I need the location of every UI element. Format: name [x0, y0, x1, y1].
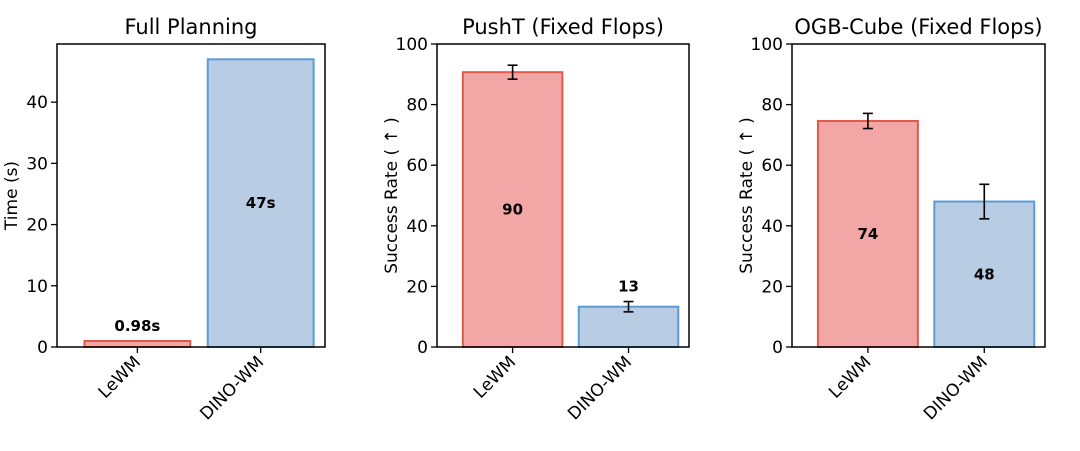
chart-panel-2: PushT (Fixed Flops) 90 LeWM 13 DINO-WM 0 20 40 6…	[382, 15, 690, 424]
y-tick-label: 0	[37, 338, 48, 358]
x-tick-label: DINO-WM	[564, 352, 636, 424]
y-tick-label: 100	[751, 35, 783, 55]
y-tick-label: 80	[761, 96, 783, 116]
axes-frame	[436, 43, 690, 348]
y-axis-label: Success Rate ( ↑ )	[737, 117, 757, 274]
chart-panel-3: OGB-Cube (Fixed Flops) 74 LeWM 48 DINO-WM 0 20…	[737, 15, 1046, 424]
x-tick-label: LeWM	[470, 352, 520, 402]
y-tick-label: 100	[396, 35, 428, 55]
y-tick-label: 10	[26, 277, 48, 297]
data-label: 0.98s	[114, 317, 160, 335]
y-tick-label: 0	[417, 338, 428, 358]
bar-lewm	[83, 340, 192, 349]
data-label: 74	[857, 225, 878, 243]
chart-title: PushT (Fixed Flops)	[462, 15, 664, 39]
axes-frame	[791, 43, 1046, 348]
y-tick-label: 30	[26, 154, 48, 174]
y-axis-label: Time (s)	[2, 161, 22, 231]
x-tick-label: DINO-WM	[196, 352, 268, 424]
y-tick-label: 40	[26, 93, 48, 113]
axes-frame	[56, 43, 326, 348]
y-tick-label: 60	[406, 156, 428, 176]
data-label: 48	[974, 265, 995, 283]
y-tick-label: 20	[406, 277, 428, 297]
chart-panel-1: Full Planning 0.98s LeWM 47s DINO-WM 0 10 20 30 4…	[2, 15, 326, 424]
y-tick-label: 60	[761, 156, 783, 176]
x-tick-label: LeWM	[825, 352, 875, 402]
chart-title: Full Planning	[124, 15, 257, 39]
y-axis-label: Success Rate ( ↑ )	[382, 117, 402, 274]
y-tick-label: 40	[406, 217, 428, 237]
chart-title: OGB-Cube (Fixed Flops)	[794, 15, 1042, 39]
x-tick-label: DINO-WM	[920, 352, 992, 424]
bar-lewm	[461, 71, 564, 349]
y-tick-label: 0	[772, 338, 783, 358]
y-tick-label: 20	[761, 277, 783, 297]
data-label: 90	[502, 201, 523, 219]
data-label: 13	[618, 278, 639, 296]
x-tick-label: LeWM	[95, 352, 145, 402]
data-label: 47s	[246, 194, 276, 212]
y-tick-label: 80	[406, 96, 428, 116]
bar-dino-wm	[577, 305, 680, 348]
y-tick-label: 40	[761, 217, 783, 237]
y-tick-label: 20	[26, 216, 48, 236]
